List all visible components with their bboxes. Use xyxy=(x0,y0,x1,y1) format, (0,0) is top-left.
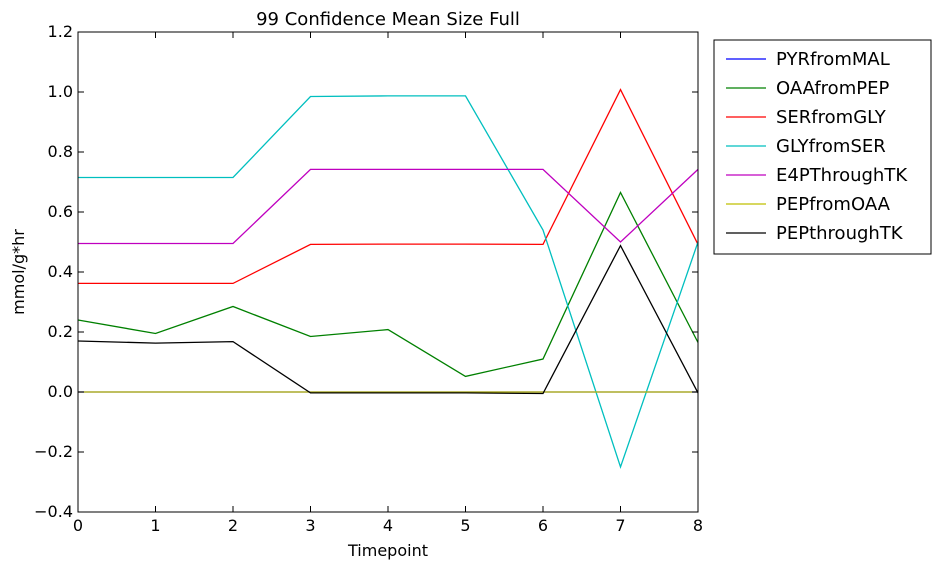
legend-label: PYRfromMAL xyxy=(776,49,890,70)
y-tick-label: 0.8 xyxy=(48,142,73,161)
x-axis-label: Timepoint xyxy=(347,541,428,560)
plot-lines xyxy=(77,88,699,470)
series-line-PEPthroughTK xyxy=(77,244,699,395)
y-tick-label: 0.6 xyxy=(48,202,73,221)
legend-label: PEPfromOAA xyxy=(776,194,891,215)
plot-frame xyxy=(77,31,699,513)
legend: PYRfromMAL OAAfromPEP SERfromGLY GLYfromSER… xyxy=(713,39,932,255)
y-axis-label: mmol/g*hr xyxy=(9,229,28,315)
legend-label: OAAfromPEP xyxy=(776,78,889,99)
series-line-E4PThroughTK xyxy=(78,168,699,245)
x-tick-label: 0 xyxy=(73,516,83,535)
y-tick-label: 1.0 xyxy=(48,82,73,101)
y-tick-label: −0.2 xyxy=(34,442,73,461)
x-tick-label: 3 xyxy=(305,516,315,535)
x-tick-label: 7 xyxy=(615,516,625,535)
y-tick-label: −0.4 xyxy=(34,502,73,521)
x-tick-label: 2 xyxy=(228,516,238,535)
y-tick-label: 1.2 xyxy=(48,22,73,41)
legend-label: E4PThroughTK xyxy=(776,165,908,186)
legend-box xyxy=(713,39,932,255)
y-tick-label: 0.2 xyxy=(48,322,73,341)
legend-label: GLYfromSER xyxy=(776,136,886,157)
legend-label: SERfromGLY xyxy=(776,107,887,128)
x-tick-label: 6 xyxy=(538,516,548,535)
series-line-GLYfromSER xyxy=(78,95,699,470)
chart-title: 99 Confidence Mean Size Full xyxy=(256,9,520,30)
x-tick-label: 1 xyxy=(150,516,160,535)
legend-label: PEPthroughTK xyxy=(776,223,904,244)
x-tick-label: 8 xyxy=(693,516,703,535)
series-line-OAAfromPEP xyxy=(77,191,699,378)
y-tick-label: 0.0 xyxy=(48,382,73,401)
axes-ticks: 0 1 2 3 4 5 6 7 8 −0.4 −0.2 0.0 0.2 0.4 0.6 0.8 1.0 1.2 xyxy=(34,22,703,535)
x-tick-label: 5 xyxy=(460,516,470,535)
x-tick-label: 4 xyxy=(383,516,393,535)
y-tick-label: 0.4 xyxy=(48,262,73,281)
series-line-SERfromGLY xyxy=(78,88,699,285)
